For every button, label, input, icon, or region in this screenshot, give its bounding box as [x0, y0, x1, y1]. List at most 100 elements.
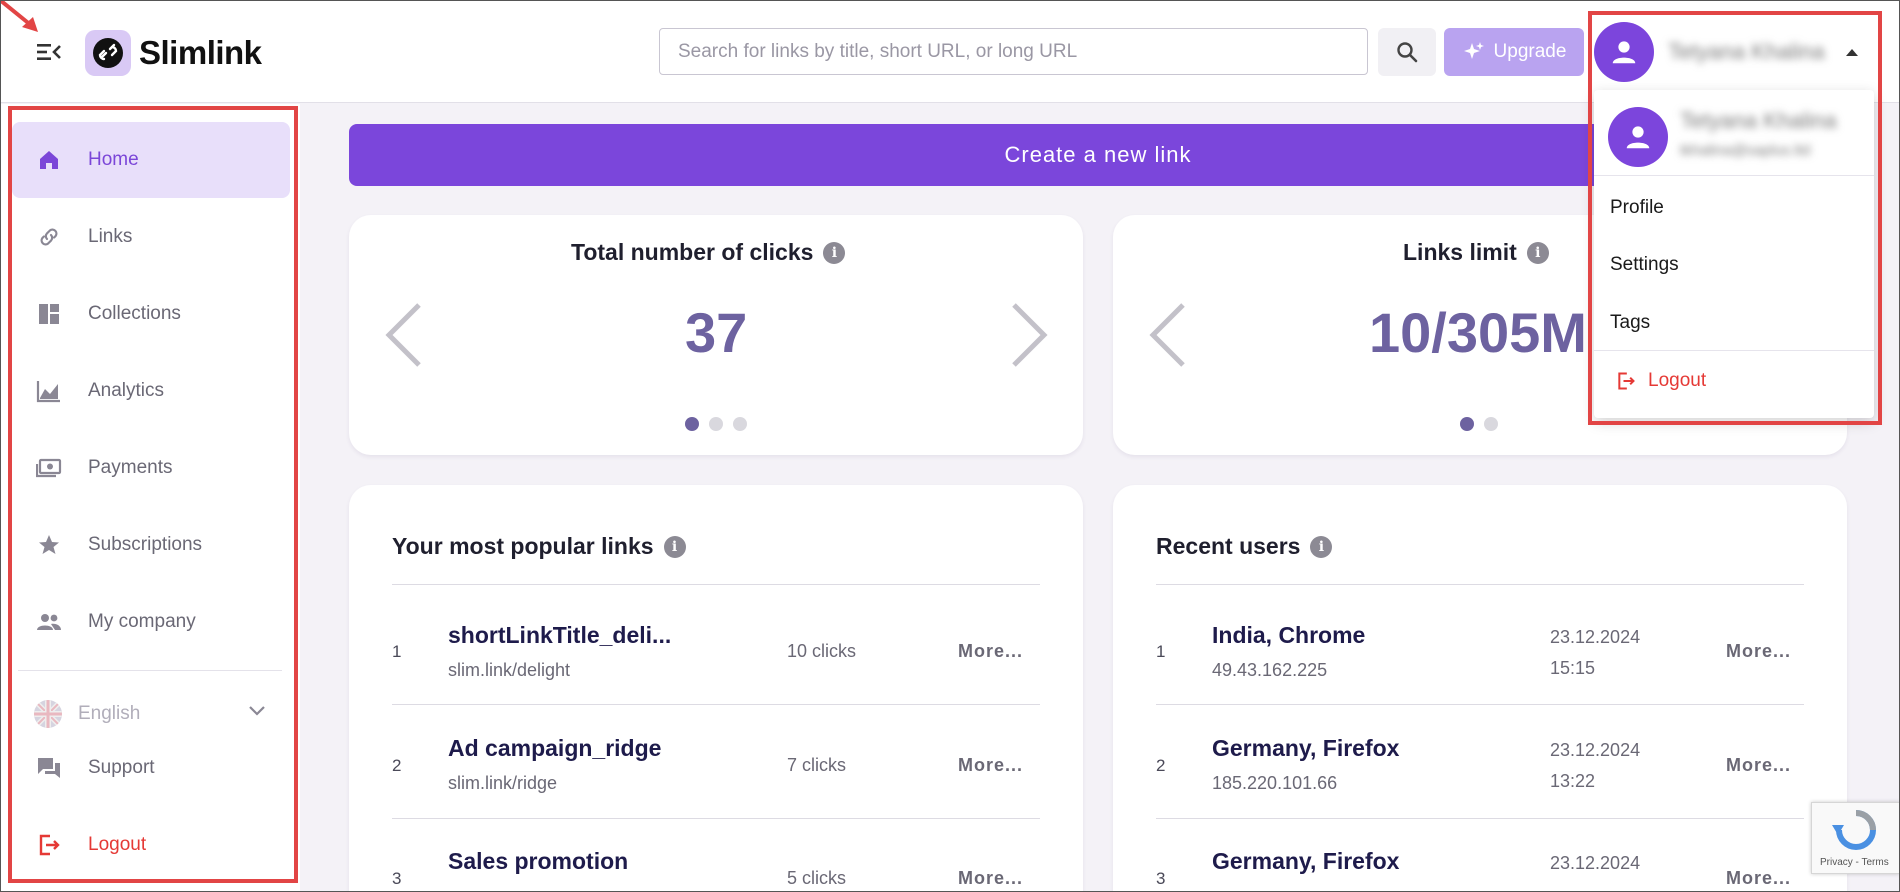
popular-links-title: Your most popular links i — [392, 533, 686, 560]
dropdown-item-profile[interactable]: Profile — [1610, 197, 1664, 218]
carousel-dot[interactable] — [685, 417, 699, 431]
avatar — [1608, 107, 1668, 167]
visit-time: 13:22 — [1550, 771, 1596, 791]
list-divider — [1156, 818, 1804, 819]
user-ip: 185.220.101.66 — [1212, 773, 1338, 793]
sidebar-item-label: Subscriptions — [88, 534, 203, 555]
limit-card-title: Links limit i — [1403, 239, 1549, 266]
carousel-dot[interactable] — [709, 417, 723, 431]
user-icon — [1612, 41, 1636, 64]
top-header: Slimlink Upgrade Tetyana Khalina — [0, 0, 1900, 103]
account-menu-trigger[interactable]: Tetyana Khalina — [1594, 22, 1874, 82]
user-location: India, Chrome — [1212, 622, 1366, 648]
star-icon — [36, 532, 62, 558]
short-url[interactable]: slim.link/delight — [448, 660, 571, 680]
search-button[interactable] — [1378, 28, 1436, 76]
sidebar-item-analytics[interactable]: Analytics — [12, 353, 290, 429]
limit-value: 10/305M — [1369, 301, 1587, 364]
click-count: 10 clicks — [787, 641, 857, 661]
home-icon — [36, 147, 62, 173]
sidebar-item-label: Collections — [88, 303, 181, 324]
sparkle-icon — [1463, 42, 1484, 59]
logout-icon — [1618, 372, 1635, 390]
more-link[interactable]: More... — [1726, 641, 1792, 661]
sidebar-item-payments[interactable]: Payments — [12, 430, 290, 506]
menu-collapse-icon[interactable] — [36, 40, 62, 64]
link-icon — [36, 224, 62, 250]
sidebar-item-support[interactable]: Support — [12, 730, 290, 806]
link-title[interactable]: Sales promotion — [448, 848, 629, 874]
dropdown-item-logout[interactable]: Logout — [1594, 356, 1874, 406]
list-divider — [392, 704, 1040, 705]
team-icon — [36, 609, 62, 635]
row-number: 3 — [1156, 869, 1166, 888]
account-dropdown: Tetyana Khalina tkhalina@saplus.ltd Prof… — [1594, 90, 1874, 418]
popular-links-title-text: Your most popular links — [392, 533, 654, 559]
support-chat-icon — [36, 755, 62, 781]
recent-users-title-text: Recent users — [1156, 533, 1301, 559]
chevron-left-icon[interactable] — [383, 303, 423, 372]
language-label: English — [78, 703, 141, 724]
more-link[interactable]: More... — [958, 755, 1024, 775]
visit-date: 23.12.2024 — [1550, 853, 1641, 873]
link-title[interactable]: shortLinkTitle_deli... — [448, 622, 672, 648]
visit-date: 23.12.2024 — [1550, 740, 1641, 760]
more-link[interactable]: More... — [1726, 868, 1792, 888]
sidebar-item-links[interactable]: Links — [12, 199, 290, 275]
search-input[interactable] — [659, 28, 1368, 75]
info-icon[interactable]: i — [1310, 535, 1333, 558]
sidebar-item-label: Links — [88, 226, 133, 247]
sidebar-item-logout[interactable]: Logout — [12, 807, 290, 883]
brand-logo[interactable]: Slimlink — [85, 30, 262, 76]
click-count: 5 clicks — [787, 868, 847, 888]
dropdown-divider — [1594, 350, 1874, 351]
carousel-dot[interactable] — [733, 417, 747, 431]
dropdown-user-email: tkhalina@saplus.ltd — [1680, 142, 1811, 159]
limit-card-title-text: Links limit — [1403, 239, 1517, 265]
info-icon[interactable]: i — [1526, 241, 1549, 264]
row-number: 2 — [1156, 756, 1166, 775]
upgrade-button[interactable]: Upgrade — [1444, 28, 1584, 76]
language-selector[interactable]: English — [34, 694, 266, 734]
dropdown-item-settings[interactable]: Settings — [1610, 254, 1679, 275]
short-url[interactable]: slim.link/ridge — [448, 773, 558, 793]
sidebar-item-subscriptions[interactable]: Subscriptions — [12, 507, 290, 583]
carousel-dot[interactable] — [1484, 417, 1498, 431]
logout-icon — [36, 832, 62, 858]
recaptcha-links[interactable]: Privacy - Terms — [1820, 857, 1889, 868]
sidebar-item-label: My company — [88, 611, 196, 632]
recent-users-title: Recent users i — [1156, 533, 1333, 560]
sidebar-item-my-company[interactable]: My company — [12, 584, 290, 660]
search-icon — [1397, 42, 1418, 63]
more-link[interactable]: More... — [958, 868, 1024, 888]
more-link[interactable]: More... — [958, 641, 1024, 661]
chevron-left-icon[interactable] — [1147, 303, 1187, 372]
caret-up-icon — [1846, 49, 1858, 56]
clicks-card-title-text: Total number of clicks — [571, 239, 814, 265]
dropdown-user-header: Tetyana Khalina tkhalina@saplus.ltd — [1594, 90, 1874, 176]
carousel-dots — [1460, 417, 1498, 431]
dropdown-item-tags[interactable]: Tags — [1610, 312, 1651, 333]
info-icon[interactable]: i — [663, 535, 686, 558]
clicks-card: Total number of clicks i 37 — [349, 215, 1083, 455]
clicks-value: 37 — [685, 301, 748, 364]
info-icon[interactable]: i — [823, 241, 846, 264]
sidebar-item-home[interactable]: Home — [12, 122, 290, 198]
sidebar-divider — [18, 670, 282, 671]
list-divider — [392, 584, 1040, 585]
payments-icon — [36, 455, 62, 481]
sidebar-item-label: Logout — [88, 834, 147, 855]
user-location: Germany, Firefox — [1212, 735, 1400, 761]
sidebar-item-label: Home — [88, 149, 139, 170]
chevron-right-icon[interactable] — [1010, 303, 1050, 372]
user-location: Germany, Firefox — [1212, 848, 1400, 874]
recaptcha-badge[interactable]: Privacy - Terms — [1811, 802, 1900, 874]
brand-name: Slimlink — [139, 34, 262, 71]
more-link[interactable]: More... — [1726, 755, 1792, 775]
sidebar-item-collections[interactable]: Collections — [12, 276, 290, 352]
link-title[interactable]: Ad campaign_ridge — [448, 735, 662, 761]
sidebar-item-label: Payments — [88, 457, 173, 478]
carousel-dot[interactable] — [1460, 417, 1474, 431]
account-name: Tetyana Khalina — [1668, 39, 1825, 64]
row-number: 1 — [1156, 642, 1166, 661]
